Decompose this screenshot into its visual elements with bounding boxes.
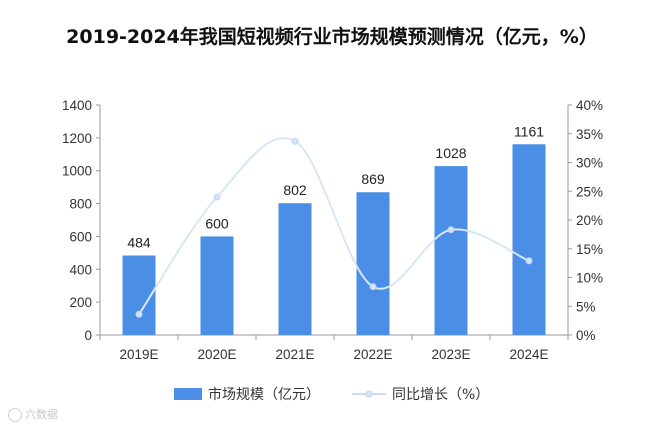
growth-point	[291, 137, 299, 145]
y-left-tick-label: 0	[84, 328, 92, 343]
x-tick-label: 2021E	[275, 347, 314, 362]
y-right-tick-label: 30%	[576, 156, 603, 171]
y-right-tick-label: 15%	[576, 242, 603, 257]
x-tick-label: 2019E	[119, 347, 158, 362]
legend: 市场规模（亿元） 同比增长（%）	[174, 386, 489, 403]
bar	[200, 236, 234, 335]
axes: 0 200 400 600 800 1000 1200 1400 0% 5% 10% 15% 20% 25…	[62, 98, 603, 362]
x-tick-label: 2022E	[353, 347, 392, 362]
bar-data-label: 600	[205, 215, 229, 231]
bar	[434, 166, 468, 335]
y-left-tick-label: 400	[69, 262, 92, 277]
y-left-tick-label: 200	[69, 295, 92, 310]
y-left-tick-label: 1200	[62, 131, 92, 146]
legend-line-label: 同比增长（%）	[392, 387, 489, 403]
y-right-tick-label: 0%	[576, 328, 596, 343]
growth-line	[138, 137, 530, 315]
bar-data-label: 1161	[514, 123, 544, 139]
y-right-tick-label: 35%	[576, 127, 603, 142]
legend-line-marker	[365, 390, 373, 398]
growth-point	[213, 193, 221, 201]
bar-data-label: 484	[127, 234, 151, 250]
y-left-tick-label: 800	[69, 197, 92, 212]
y-right-tick-label: 10%	[576, 271, 603, 286]
watermark: 六数据	[8, 406, 58, 422]
y-left-tick-label: 1000	[62, 164, 92, 179]
growth-point	[369, 283, 377, 291]
bar-data-label: 1028	[435, 145, 466, 161]
bar-data-labels: 484 600 802 869 1028 1161	[127, 123, 544, 250]
x-tick-label: 2023E	[431, 347, 470, 362]
y-right-tick-label: 40%	[576, 98, 603, 113]
bar	[512, 144, 546, 335]
watermark-logo-icon	[8, 408, 22, 422]
bar	[356, 192, 390, 335]
y-right-tick-label: 20%	[576, 213, 603, 228]
x-tick-label: 2024E	[509, 347, 548, 362]
bar-data-label: 802	[283, 182, 307, 198]
watermark-text: 六数据	[25, 408, 58, 421]
y-right-tick-label: 5%	[576, 299, 596, 314]
legend-bar-label: 市场规模（亿元）	[208, 386, 320, 403]
y-right-tick-label: 25%	[576, 184, 603, 199]
chart-title: 2019-2024年我国短视频行业市场规模预测情况（亿元，%）	[66, 26, 598, 48]
y-left-tick-label: 1400	[62, 98, 92, 113]
bar-data-label: 869	[361, 171, 385, 187]
growth-line-series	[135, 137, 533, 318]
legend-bar-swatch	[174, 388, 202, 400]
y-left-tick-label: 600	[69, 229, 92, 244]
x-tick-label: 2020E	[197, 347, 236, 362]
growth-point	[447, 226, 455, 234]
growth-point	[525, 257, 533, 265]
bar	[278, 203, 312, 335]
growth-point	[135, 310, 143, 318]
